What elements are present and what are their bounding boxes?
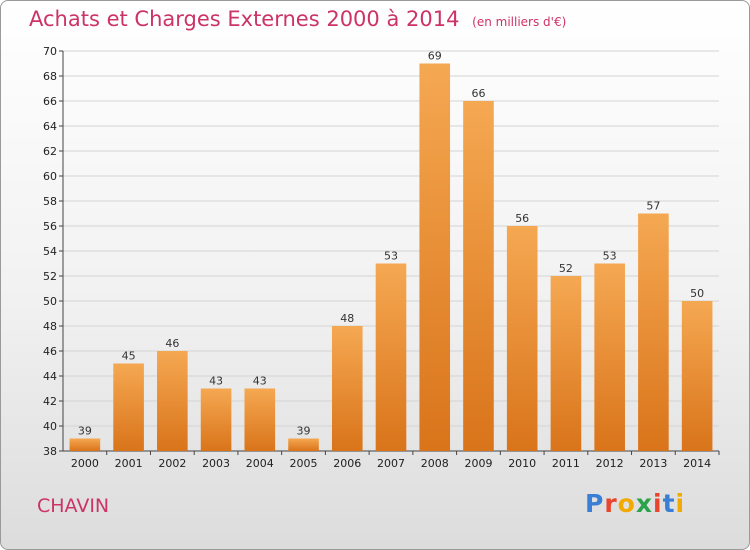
bar-2014 (681, 301, 713, 451)
bar-2007 (375, 263, 407, 451)
logo-letter: i (653, 489, 663, 518)
y-tick-label: 38 (43, 445, 57, 458)
chart-title: Achats et Charges Externes 2000 à 2014 (29, 7, 460, 31)
bar-2000 (69, 438, 101, 451)
chart-title-block: Achats et Charges Externes 2000 à 2014 (… (29, 7, 566, 31)
y-tick-label: 66 (43, 95, 57, 108)
y-tick-label: 60 (43, 170, 57, 183)
logo-letter: t (662, 489, 676, 518)
x-tick-label-2010: 2010 (508, 457, 536, 470)
bar-2002 (157, 351, 188, 451)
bar-2011 (550, 276, 582, 451)
y-tick-label: 68 (43, 70, 57, 83)
value-label-2006: 48 (340, 312, 354, 325)
x-tick-label-2000: 2000 (71, 457, 99, 470)
bar-2013 (638, 213, 669, 451)
y-tick-label: 54 (43, 245, 57, 258)
value-label-2005: 39 (297, 425, 311, 438)
bar-2009 (463, 101, 494, 451)
logo-letter: i (675, 489, 686, 518)
x-tick-label-2007: 2007 (377, 457, 405, 470)
bar-2012 (594, 263, 625, 451)
bar-2006 (331, 326, 363, 451)
y-tick-label: 46 (43, 345, 57, 358)
y-tick-label: 56 (43, 220, 57, 233)
value-label-2011: 52 (559, 262, 573, 275)
value-label-2009: 66 (471, 87, 485, 100)
x-tick-label-2002: 2002 (158, 457, 186, 470)
value-label-2000: 39 (78, 425, 92, 438)
logo-letter: x (635, 489, 653, 518)
x-tick-label-2011: 2011 (552, 457, 580, 470)
value-label-2013: 57 (646, 200, 660, 213)
town-name: CHAVIN (37, 495, 110, 517)
y-tick-label: 64 (43, 120, 57, 133)
y-tick-label: 58 (43, 195, 57, 208)
x-tick-label-2008: 2008 (421, 457, 449, 470)
bars (69, 63, 713, 451)
value-label-2014: 50 (690, 287, 704, 300)
logo-letter: r (604, 489, 618, 518)
x-tick-label-2006: 2006 (333, 457, 361, 470)
chart-subtitle: (en milliers d'€) (472, 15, 567, 29)
bar-2005 (288, 438, 319, 451)
value-label-2008: 69 (428, 50, 442, 63)
x-tick-label-2013: 2013 (639, 457, 667, 470)
x-tick-label-2003: 2003 (202, 457, 230, 470)
bar-2004 (244, 388, 276, 451)
x-tick-label-2001: 2001 (115, 457, 143, 470)
logo-letter: P (585, 489, 605, 518)
value-label-2001: 45 (122, 350, 136, 363)
bar-2010 (506, 226, 538, 451)
value-label-2002: 46 (165, 337, 179, 350)
value-label-2004: 43 (253, 375, 267, 388)
y-tick-label: 62 (43, 145, 57, 158)
y-tick-label: 52 (43, 270, 57, 283)
x-tick-label-2005: 2005 (290, 457, 318, 470)
value-label-2007: 53 (384, 250, 398, 263)
x-tick-label-2009: 2009 (464, 457, 492, 470)
bar-2001 (113, 363, 144, 451)
x-tick-label-2004: 2004 (246, 457, 274, 470)
proxiti-logo[interactable]: Proxiti (585, 489, 685, 518)
labels: 38 40 42 44 46 48 50 52 54 56 58 60 62 64 66 68 70 39 2000… (43, 45, 711, 470)
value-label-2010: 56 (515, 212, 529, 225)
y-tick-label: 50 (43, 295, 57, 308)
y-tick-label: 44 (43, 370, 57, 383)
bar-2003 (200, 388, 232, 451)
y-tick-label: 42 (43, 395, 57, 408)
bar-2008 (419, 63, 451, 451)
y-tick-label: 48 (43, 320, 57, 333)
x-tick-label-2014: 2014 (683, 457, 711, 470)
value-label-2012: 53 (603, 250, 617, 263)
y-tick-label: 70 (43, 45, 57, 58)
value-label-2003: 43 (209, 375, 223, 388)
x-tick-label-2012: 2012 (596, 457, 624, 470)
logo-letter: o (617, 489, 636, 518)
y-tick-label: 40 (43, 420, 57, 433)
